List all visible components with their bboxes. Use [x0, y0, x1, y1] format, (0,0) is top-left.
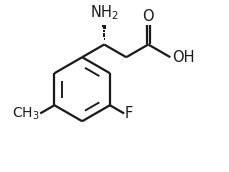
Text: F: F — [125, 106, 133, 121]
Text: NH$_2$: NH$_2$ — [89, 4, 118, 22]
Text: OH: OH — [171, 50, 193, 65]
Text: O: O — [142, 9, 153, 24]
Text: CH$_3$: CH$_3$ — [11, 105, 39, 122]
